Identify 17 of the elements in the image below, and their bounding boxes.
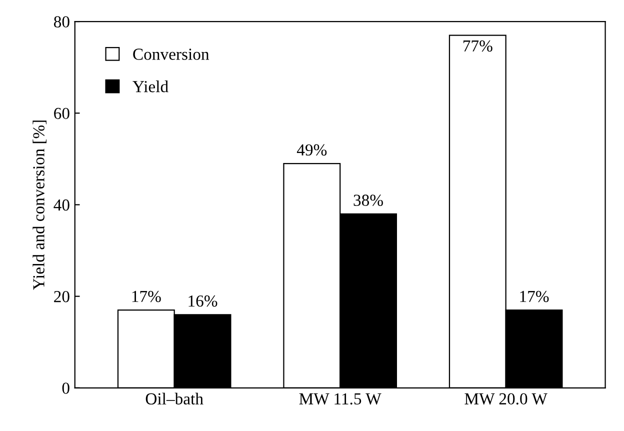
data-label: 38% (354, 194, 383, 206)
data-label: 17% (132, 290, 161, 302)
data-label: 77% (463, 40, 492, 52)
y-tick-label: 80 (54, 16, 70, 28)
y-axis-title: Yield and conversion [%] (32, 120, 46, 290)
legend-label: Yield (132, 80, 168, 92)
x-tick-label: MW 20.0 W (464, 393, 548, 405)
data-label: 49% (296, 144, 327, 156)
y-tick-label: 20 (54, 291, 70, 302)
x-tick-label: Oil–bath (146, 392, 204, 404)
data-label: 16% (188, 295, 218, 307)
y-tick-label: 40 (54, 199, 70, 211)
x-tick-label: MW 11.5 W (299, 393, 382, 405)
legend-label: Conversion (133, 48, 210, 60)
data-label: 17% (520, 290, 549, 302)
y-tick-label: 60 (54, 108, 70, 120)
y-tick-label: 0 (62, 382, 70, 394)
